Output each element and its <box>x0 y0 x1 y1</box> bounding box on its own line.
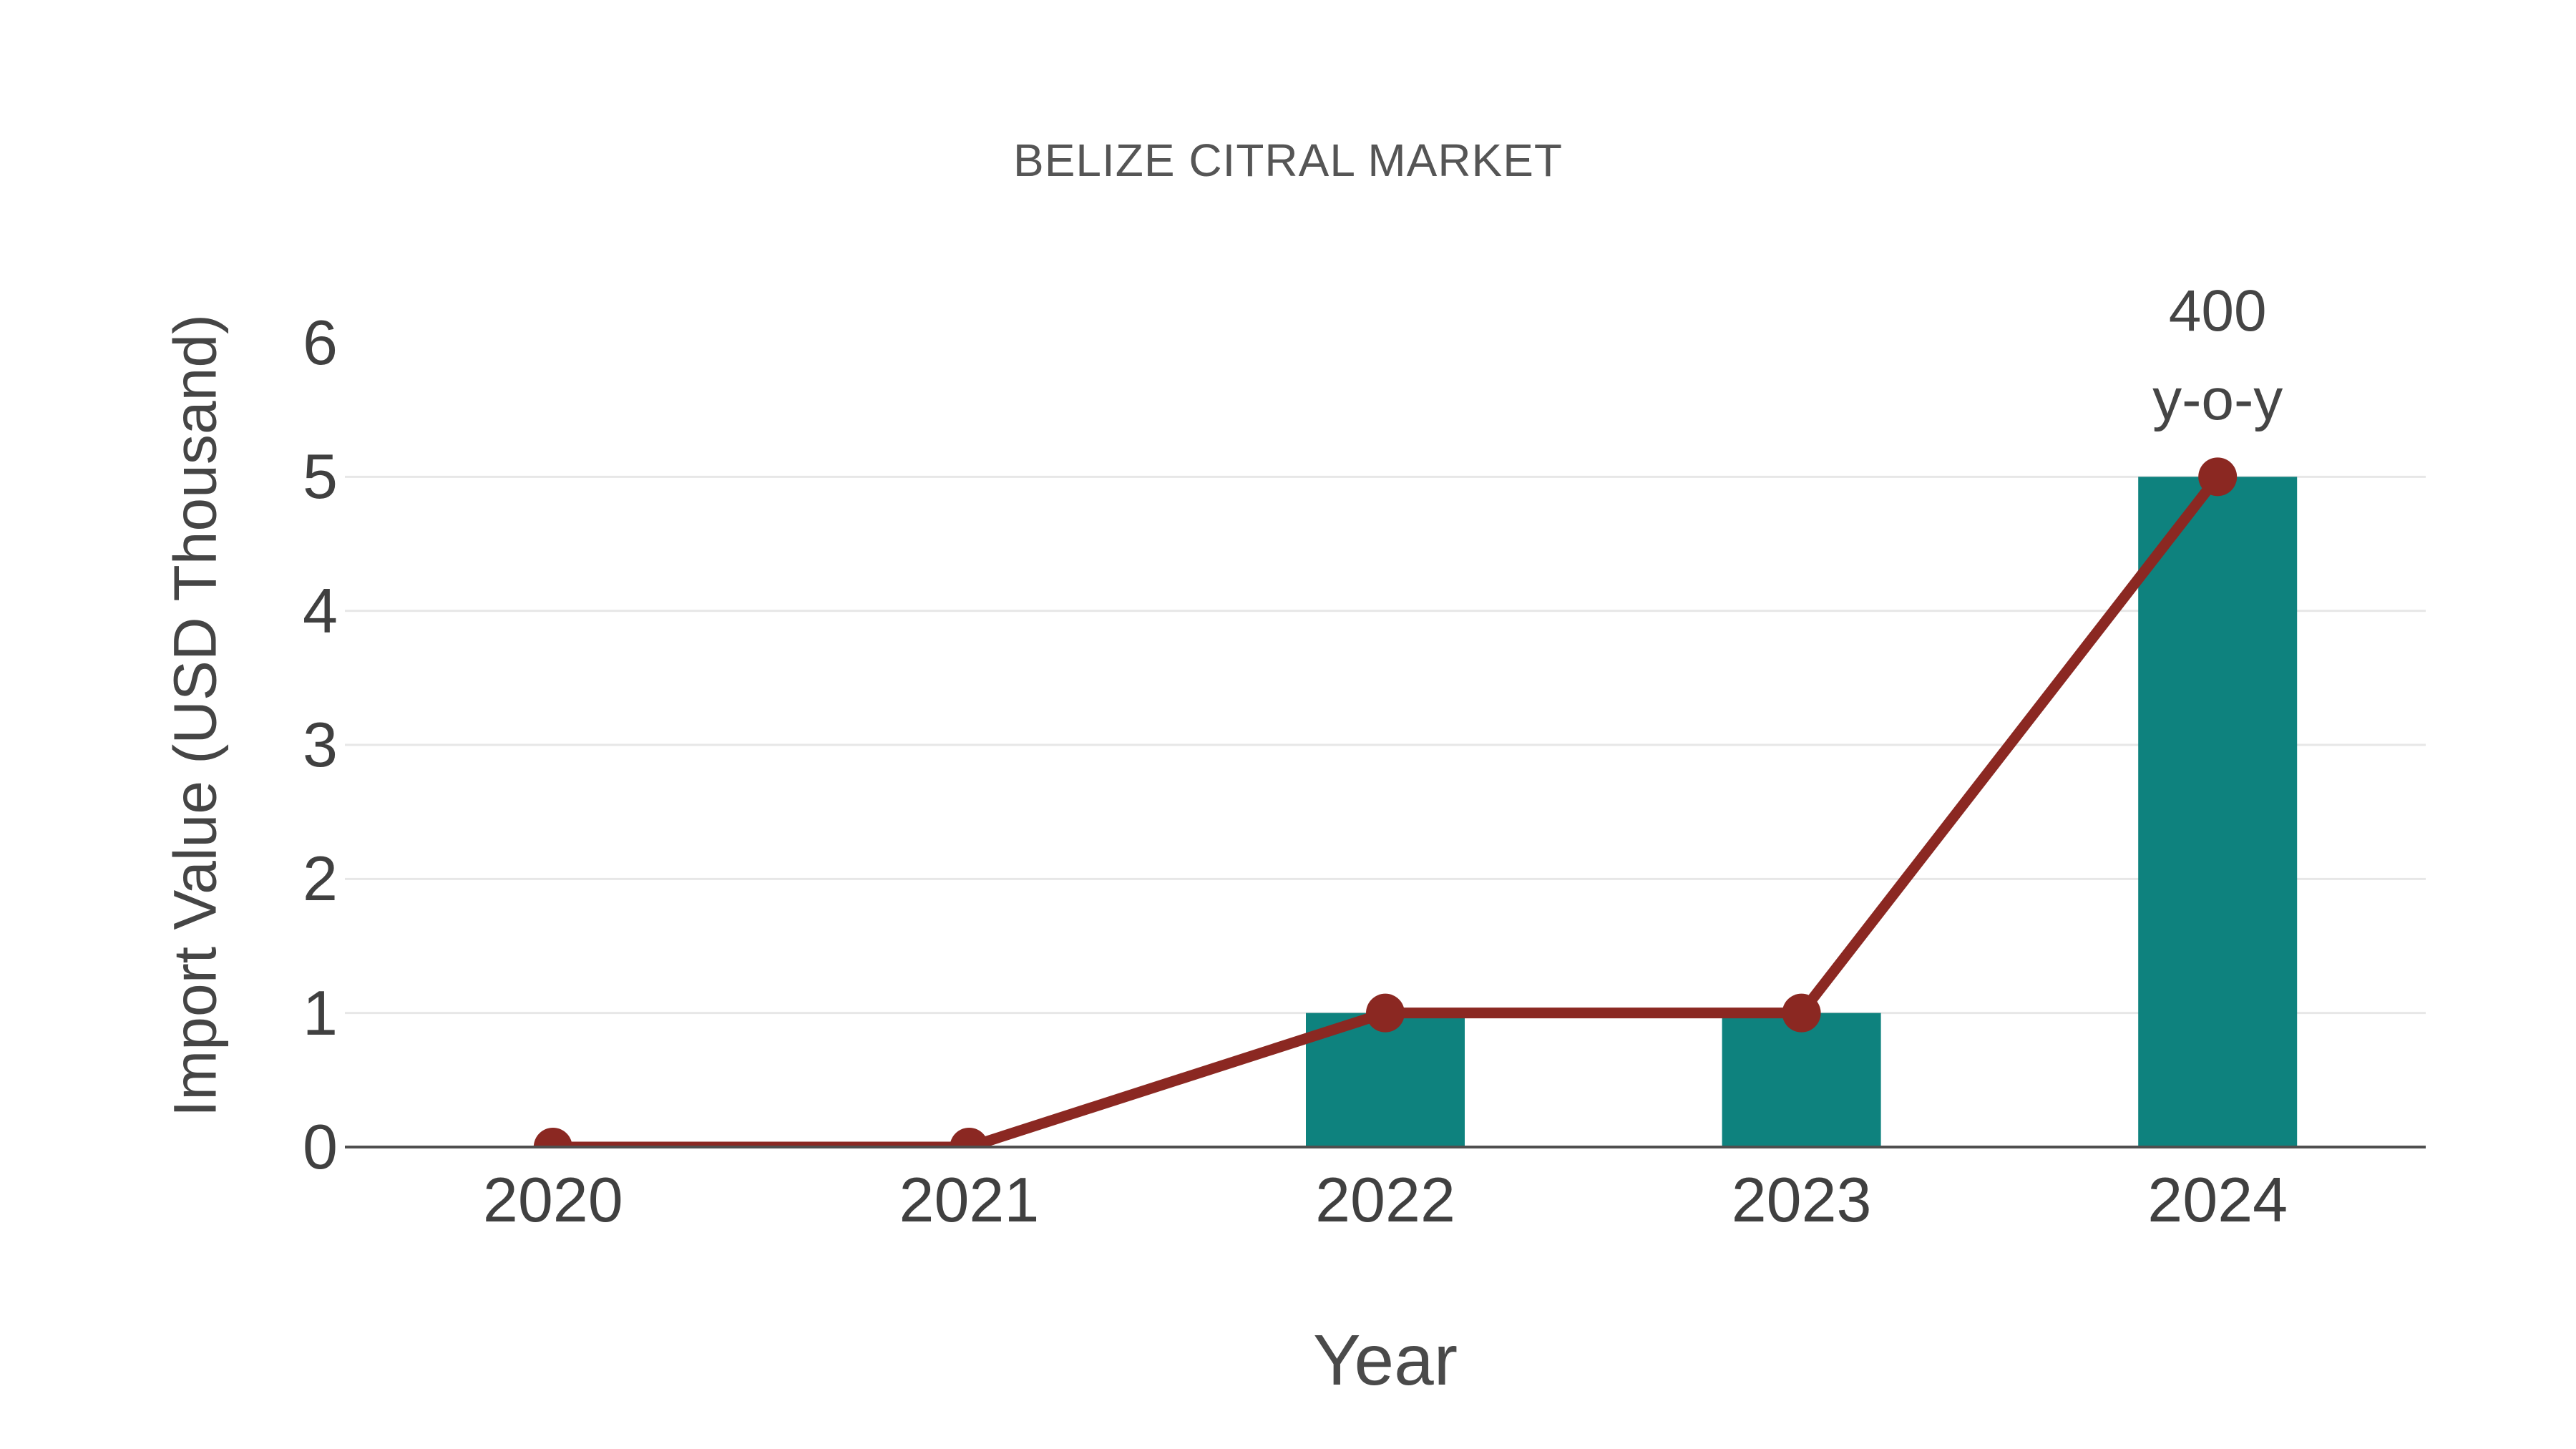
y-tick-label: 6 <box>303 307 338 378</box>
data-point-marker <box>1782 993 1821 1033</box>
annotation-line-2: y-o-y <box>2152 367 2283 432</box>
data-point-marker <box>950 1128 989 1147</box>
x-tick-label: 2021 <box>899 1164 1040 1235</box>
bar <box>2138 477 2298 1147</box>
y-tick-label: 5 <box>303 441 338 512</box>
plot-area <box>345 457 2426 1147</box>
x-axis-line <box>345 1146 2426 1148</box>
y-tick-label: 4 <box>303 575 338 646</box>
bar <box>1722 1013 1881 1147</box>
y-tick-label: 1 <box>303 977 338 1048</box>
y-tick-label: 0 <box>303 1111 338 1182</box>
annotation-line-1: 400 <box>2168 278 2267 343</box>
x-tick-label: 2023 <box>1731 1164 1872 1235</box>
y-tick-label: 2 <box>303 843 338 914</box>
point-annotation: 400 y-o-y <box>2152 267 2283 444</box>
data-point-marker <box>2198 457 2238 497</box>
x-tick-label: 2020 <box>482 1164 623 1235</box>
data-point-marker <box>533 1128 572 1147</box>
x-axis-title: Year <box>1312 1320 1458 1400</box>
data-point-marker <box>1366 993 1405 1033</box>
x-tick-label: 2022 <box>1315 1164 1455 1235</box>
x-tick-label: 2024 <box>2147 1164 2288 1235</box>
chart-title: BELIZE CITRAL MARKET <box>1013 135 1563 186</box>
y-tick-label: 3 <box>303 709 338 780</box>
